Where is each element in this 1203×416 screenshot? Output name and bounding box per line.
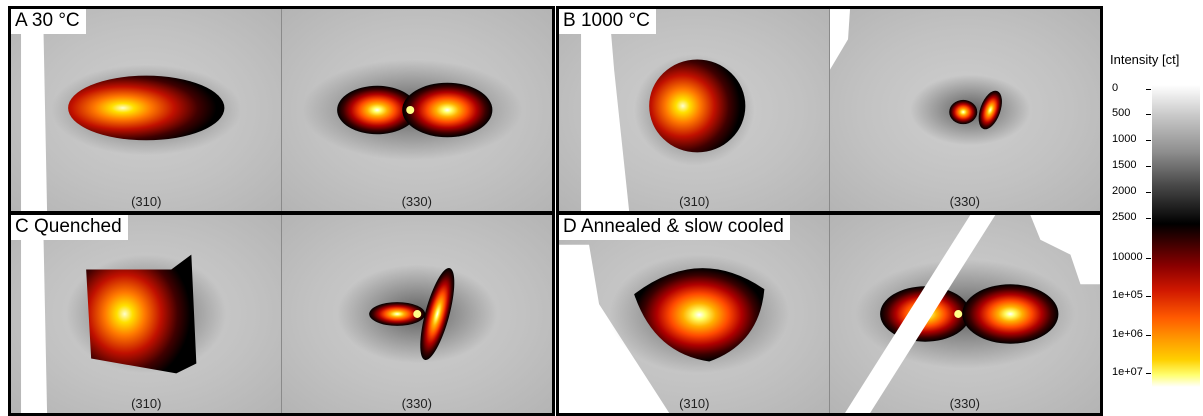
panel-a-label: A 30 °C <box>11 9 86 34</box>
panel-d-330-image <box>830 215 1101 413</box>
colorbar-tick-mark <box>1146 114 1151 115</box>
panel-b-310-image <box>559 9 830 211</box>
panel-d-330-label: (330) <box>830 396 1101 411</box>
colorbar-tick-label: 500 <box>1112 107 1130 119</box>
colorbar-tick-label: 1e+05 <box>1112 289 1143 301</box>
panel-a-330-label: (330) <box>282 194 553 209</box>
colorbar-tick-mark <box>1146 335 1151 336</box>
panel-c-330-map: (330) <box>281 215 553 413</box>
panel-d-310-label: (310) <box>559 396 830 411</box>
colorbar-tick-label: 1e+06 <box>1112 328 1143 340</box>
colorbar-tick-mark <box>1146 89 1151 90</box>
panel-d-330-map: (330) <box>829 215 1101 413</box>
colorbar-tick-label: 2000 <box>1112 185 1136 197</box>
colorbar-tick-label: 1e+07 <box>1112 366 1143 378</box>
panel-b: B 1000 °C (310) (330) <box>556 6 1103 214</box>
panel-c: C Quenched (310) (330) <box>8 212 555 416</box>
panel-b-330-label: (330) <box>830 194 1101 209</box>
panel-c-310-map: (310) <box>11 215 282 413</box>
panel-d: D Annealed & slow cooled (310) (330) <box>556 212 1103 416</box>
panel-a-310-map: (310) <box>11 9 282 211</box>
panel-b-310-map: (310) <box>559 9 830 211</box>
colorbar <box>1152 85 1200 387</box>
panel-b-310-label: (310) <box>559 194 830 209</box>
panel-a-310-image <box>11 9 282 211</box>
panel-b-330-map: (330) <box>829 9 1101 211</box>
colorbar-tick-mark <box>1146 218 1151 219</box>
colorbar-tick-label: 2500 <box>1112 211 1136 223</box>
panel-d-310-image <box>559 215 830 413</box>
panel-a-310-label: (310) <box>11 194 282 209</box>
panel-a-330-map: (330) <box>281 9 553 211</box>
colorbar-tick-label: 1500 <box>1112 159 1136 171</box>
colorbar-tick-mark <box>1146 140 1151 141</box>
colorbar-tick-mark <box>1146 296 1151 297</box>
panel-c-label: C Quenched <box>11 215 128 240</box>
panel-c-310-image <box>11 215 282 413</box>
colorbar-tick-mark <box>1146 192 1151 193</box>
colorbar-tick-label: 10000 <box>1112 251 1143 263</box>
colorbar-tick-mark <box>1146 166 1151 167</box>
panel-b-label: B 1000 °C <box>559 9 656 34</box>
panel-d-label: D Annealed & slow cooled <box>559 215 790 240</box>
colorbar-tick-label: 0 <box>1112 82 1118 94</box>
colorbar-tick-mark <box>1146 258 1151 259</box>
panel-c-330-label: (330) <box>282 396 553 411</box>
panel-c-310-label: (310) <box>11 396 282 411</box>
panel-b-330-image <box>830 9 1101 211</box>
colorbar-tick-mark <box>1146 373 1151 374</box>
panel-a-330-image <box>282 9 553 211</box>
colorbar-title: Intensity [ct] <box>1110 52 1179 67</box>
panel-c-330-image <box>282 215 553 413</box>
panel-a: A 30 °C (310) (330) <box>8 6 555 214</box>
panel-d-310-map: (310) <box>559 215 830 413</box>
colorbar-tick-label: 1000 <box>1112 133 1136 145</box>
